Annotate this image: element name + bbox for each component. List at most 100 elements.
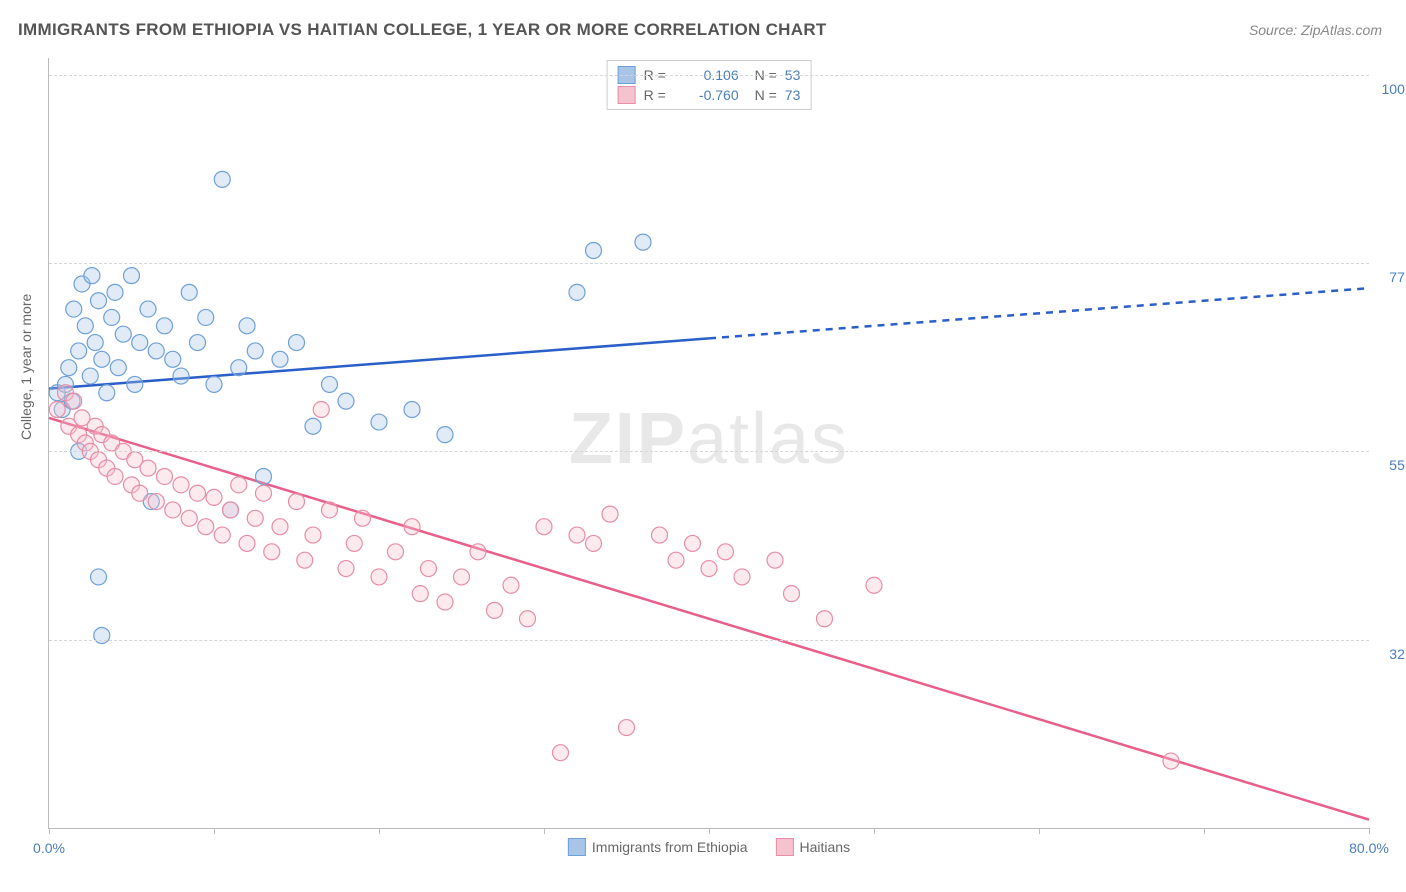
data-point (132, 335, 148, 351)
data-point (99, 385, 115, 401)
data-point (313, 402, 329, 418)
data-point (127, 376, 143, 392)
data-point (140, 301, 156, 317)
data-point (256, 468, 272, 484)
data-point (338, 561, 354, 577)
x-tick (379, 828, 380, 834)
data-point (231, 360, 247, 376)
data-point (71, 343, 87, 359)
data-point (388, 544, 404, 560)
data-point (173, 477, 189, 493)
data-point (91, 569, 107, 585)
data-point (115, 326, 131, 342)
data-point (817, 611, 833, 627)
data-point (91, 293, 107, 309)
data-point (124, 268, 140, 284)
data-point (87, 335, 103, 351)
grid-line (49, 451, 1369, 452)
legend-label-2: Haitians (800, 839, 851, 855)
data-point (404, 402, 420, 418)
data-point (223, 502, 239, 518)
data-point (239, 535, 255, 551)
y-tick-label: 100.0% (1382, 81, 1406, 97)
data-point (404, 519, 420, 535)
data-point (1163, 753, 1179, 769)
data-point (355, 510, 371, 526)
legend-item-2: Haitians (776, 838, 851, 856)
data-point (635, 234, 651, 250)
data-point (305, 527, 321, 543)
data-point (602, 506, 618, 522)
data-point (107, 284, 123, 300)
data-point (94, 351, 110, 367)
data-point (82, 368, 98, 384)
trend-line-dashed (709, 288, 1369, 338)
data-point (569, 284, 585, 300)
data-point (718, 544, 734, 560)
legend-series: Immigrants from Ethiopia Haitians (568, 838, 850, 856)
data-point (132, 485, 148, 501)
data-point (256, 485, 272, 501)
data-point (66, 301, 82, 317)
data-point (297, 552, 313, 568)
data-point (214, 171, 230, 187)
legend-swatch-series2-bottom (776, 838, 794, 856)
data-point (214, 527, 230, 543)
data-point (734, 569, 750, 585)
data-point (619, 720, 635, 736)
data-point (49, 402, 65, 418)
data-point (437, 427, 453, 443)
data-point (289, 335, 305, 351)
legend-label-1: Immigrants from Ethiopia (592, 839, 748, 855)
data-point (77, 318, 93, 334)
y-tick-label: 32.5% (1389, 646, 1406, 662)
data-point (503, 577, 519, 593)
data-point (346, 535, 362, 551)
data-point (553, 745, 569, 761)
data-point (247, 343, 263, 359)
y-axis-label: College, 1 year or more (18, 294, 34, 440)
data-point (231, 477, 247, 493)
data-point (157, 468, 173, 484)
data-point (305, 418, 321, 434)
data-point (181, 284, 197, 300)
grid-line (49, 640, 1369, 641)
data-point (206, 376, 222, 392)
data-point (371, 569, 387, 585)
data-point (289, 494, 305, 510)
data-point (338, 393, 354, 409)
data-point (701, 561, 717, 577)
data-point (371, 414, 387, 430)
data-point (264, 544, 280, 560)
data-point (198, 519, 214, 535)
data-point (668, 552, 684, 568)
data-point (767, 552, 783, 568)
data-point (198, 309, 214, 325)
data-point (165, 351, 181, 367)
x-tick (214, 828, 215, 834)
data-point (272, 351, 288, 367)
x-tick-label: 0.0% (33, 840, 65, 856)
data-point (190, 335, 206, 351)
data-point (84, 268, 100, 284)
source-attribution: Source: ZipAtlas.com (1249, 22, 1382, 38)
x-tick (544, 828, 545, 834)
y-tick-label: 77.5% (1389, 269, 1406, 285)
x-tick-label: 80.0% (1349, 840, 1389, 856)
data-point (148, 494, 164, 510)
data-point (586, 243, 602, 259)
x-tick (1039, 828, 1040, 834)
x-tick (874, 828, 875, 834)
plot-area: ZIPatlas R = 0.106 N = 53 R = -0.760 N =… (48, 58, 1369, 829)
data-point (157, 318, 173, 334)
data-point (107, 468, 123, 484)
data-point (110, 360, 126, 376)
x-tick (49, 828, 50, 834)
data-point (61, 360, 77, 376)
data-point (652, 527, 668, 543)
data-point (322, 376, 338, 392)
data-point (190, 485, 206, 501)
chart-svg (49, 58, 1369, 828)
data-point (685, 535, 701, 551)
data-point (437, 594, 453, 610)
